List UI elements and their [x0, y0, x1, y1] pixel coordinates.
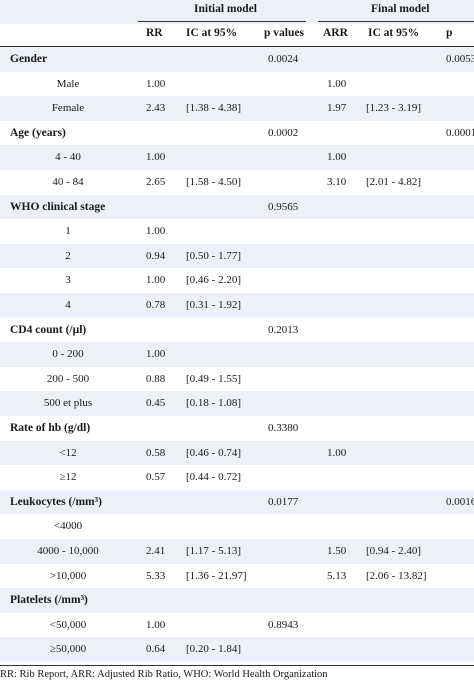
cell-p1: 0.8943: [268, 618, 299, 631]
cell-rr: 5.33: [146, 569, 166, 582]
cell-ic1: [0.20 - 1.84]: [186, 643, 241, 656]
section-label: Age (years): [10, 126, 66, 139]
cell-rr: 2.41: [146, 545, 166, 557]
cell-rr: 1.00: [146, 274, 166, 287]
section-label: CD4 count (/µl): [10, 323, 87, 336]
cell-rr: 0.45: [146, 397, 166, 410]
section-label: Gender: [10, 53, 48, 65]
group-initial-rule: [138, 21, 306, 22]
cell-rr: 1.00: [146, 77, 166, 90]
cell-p1: 0.0024: [268, 53, 299, 65]
cell-p1: 0.0177: [268, 495, 299, 508]
cell-p1: 0.2013: [268, 323, 299, 336]
cell-ic1: [0.46 - 2.20]: [186, 274, 241, 287]
cell-rr: 2.65: [146, 176, 166, 188]
col-arr-header: ARR: [323, 27, 348, 39]
cell-rr: 1.00: [146, 348, 166, 361]
cell-p2: 0.0016: [446, 495, 474, 508]
cell-rr: 0.78: [146, 299, 166, 311]
table-row: [0, 243, 474, 269]
table-row: [0, 440, 474, 466]
header-band-2: [0, 24, 474, 48]
col-p2-header: p: [446, 27, 453, 39]
cell-rr: 0.58: [146, 446, 166, 459]
cell-ic1: [0.44 - 0.72]: [186, 471, 241, 484]
table-row: [0, 489, 474, 515]
group-final-rule: [318, 21, 474, 22]
table-row: [0, 391, 474, 416]
group-initial-label: Initial model: [194, 3, 257, 15]
cell-arr: 3.10: [327, 176, 347, 188]
table-row: [0, 588, 474, 613]
cell-rr: 0.57: [146, 471, 166, 484]
cell-arr: 1.00: [327, 151, 347, 164]
cell-p2: 0.0001: [446, 126, 474, 139]
table-footnote: RR: Rib Report, ARR: Adjusted Rib Ratio,…: [0, 669, 328, 680]
section-label: WHO clinical stage: [10, 200, 106, 213]
cell-ic2: [2.06 - 13.82]: [366, 569, 427, 582]
section-label: Platelets (/mm³): [10, 594, 88, 607]
cell-rr: 1.00: [146, 618, 166, 631]
cell-arr: 1.00: [327, 77, 347, 90]
table-row: [0, 121, 474, 146]
cell-rr: 1.00: [146, 151, 166, 164]
col-p1-header: p values: [264, 27, 304, 39]
cell-p1: 0.0002: [268, 126, 299, 139]
table-row: [0, 194, 474, 220]
section-label: Rate of hb (g/dl): [10, 422, 91, 434]
table-row: [0, 342, 474, 367]
cell-ic1: [1.38 - 4.38]: [186, 102, 241, 115]
cell-ic1: [1.58 - 4.50]: [186, 176, 241, 188]
group-final-label: Final model: [371, 3, 430, 15]
cell-ic1: [0.50 - 1.77]: [186, 249, 241, 262]
cell-p1: 0.3380: [268, 422, 299, 434]
table-bottom-rule: [0, 665, 474, 666]
table-row: [0, 637, 474, 662]
cell-ic1: [0.49 - 1.55]: [186, 372, 241, 385]
cell-rr: 2.43: [146, 102, 166, 115]
cell-ic2: [1.23 - 3.19]: [366, 102, 421, 115]
table-row: [0, 47, 474, 72]
cell-p2: 0.0053: [446, 53, 474, 65]
cell-rr: 0.64: [146, 643, 166, 656]
col-rr-header: RR: [146, 27, 163, 39]
cell-ic1: [0.46 - 0.74]: [186, 446, 241, 459]
table-row: [0, 96, 474, 121]
cell-arr: 1.50: [327, 545, 347, 557]
cell-ic2: [0.94 - 2.40]: [366, 545, 421, 557]
cell-ic1: [1.36 - 21.97]: [186, 569, 247, 582]
cell-p1: 0.9565: [268, 200, 299, 213]
header-bottom-rule: [0, 46, 474, 47]
cell-rr: 0.88: [146, 372, 166, 385]
table-row: [0, 145, 474, 170]
section-label: Leukocytes (/mm³): [10, 495, 102, 508]
col-ic2-header: IC at 95%: [368, 27, 420, 39]
cell-ic1: [1.17 - 5.13]: [186, 545, 241, 557]
cell-arr: 1.97: [327, 102, 347, 115]
cell-arr: 1.00: [327, 446, 347, 459]
cell-ic1: [0.31 - 1.92]: [186, 299, 241, 311]
col-ic1-header: IC at 95%: [186, 27, 238, 39]
cell-arr: 5.13: [327, 569, 347, 582]
header-band: [0, 0, 474, 24]
cell-ic1: [0.18 - 1.08]: [186, 397, 241, 410]
table-row: [0, 293, 474, 318]
cell-ic2: [2.01 - 4.82]: [366, 176, 421, 188]
cell-rr: 1.00: [146, 225, 166, 238]
table-row: [0, 219, 474, 244]
cell-rr: 0.94: [146, 249, 166, 262]
table-row: [0, 539, 474, 564]
